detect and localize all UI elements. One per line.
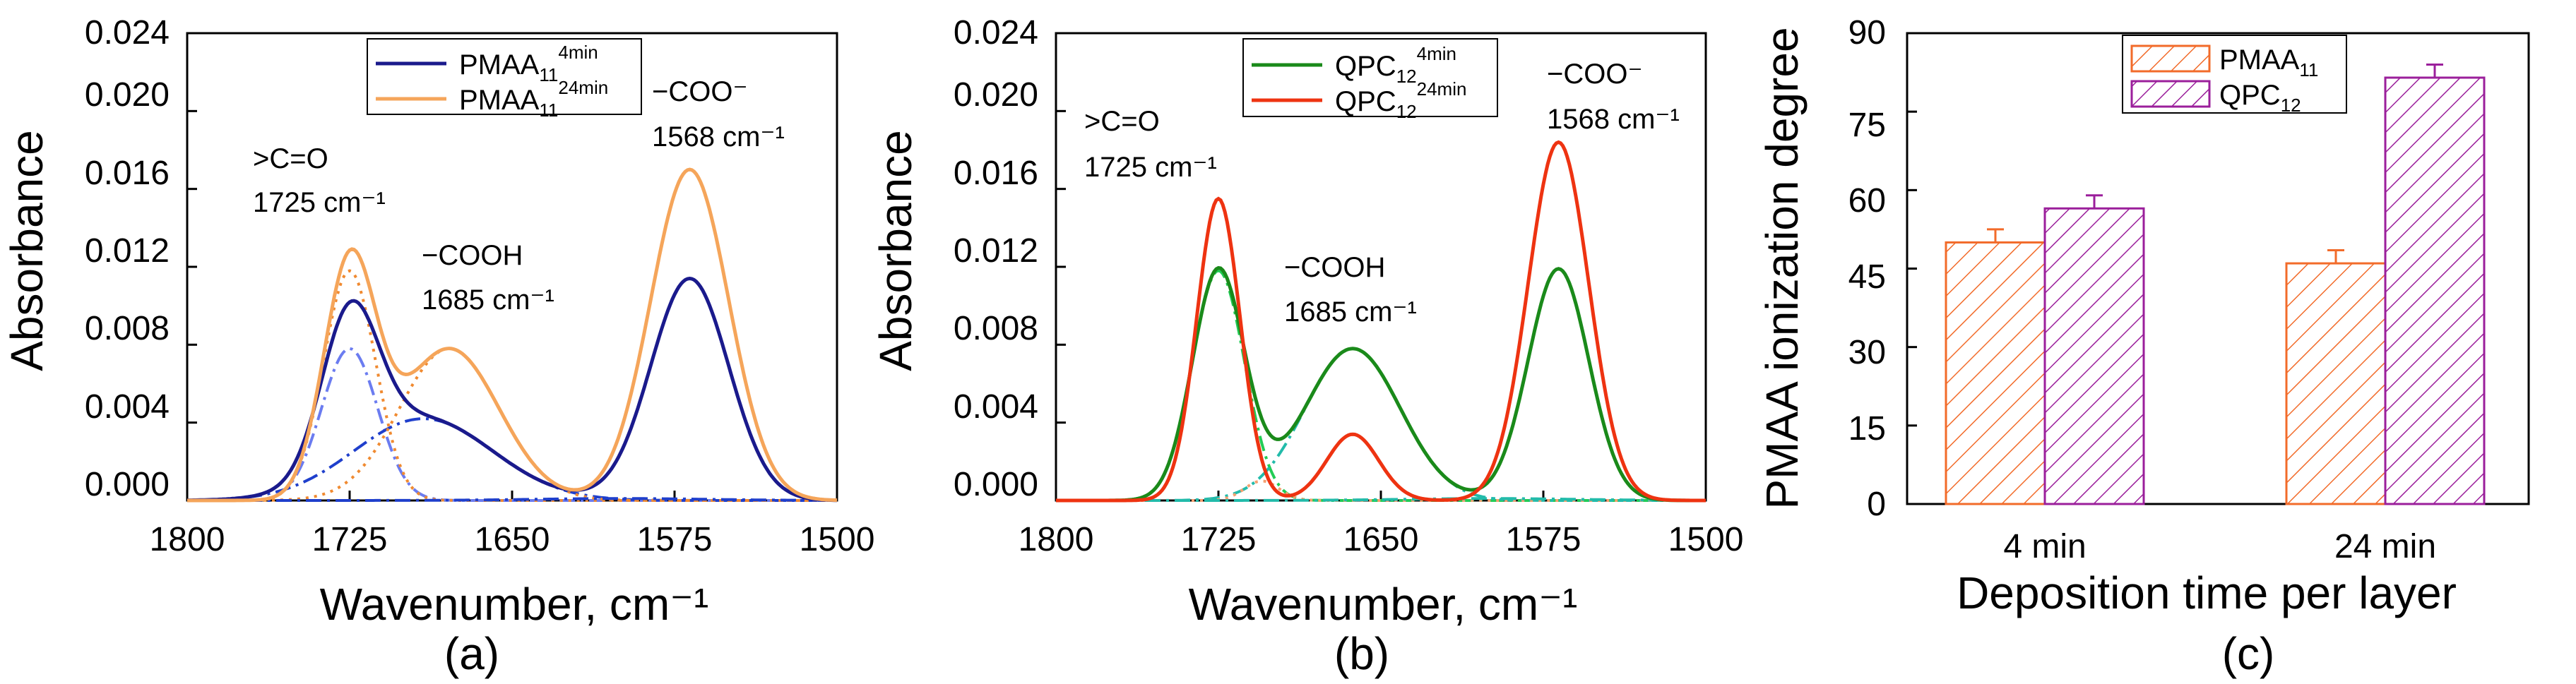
y-tick-label: 0.000	[954, 466, 1038, 503]
x-axis-label: Wavenumber, cm⁻¹	[1189, 579, 1578, 630]
legend-label: PMAA114min	[459, 42, 598, 85]
bar	[2043, 207, 2145, 505]
y-tick-label: 0.008	[954, 310, 1038, 347]
panel-a: Absorbance Wavenumber, cm⁻¹ (a) 0.000 0.…	[1, 14, 874, 679]
y-axis-label: PMAA ionization degree	[1757, 27, 1808, 509]
y-tick-label: 0.020	[954, 76, 1038, 114]
x-tick-label: 1575	[1506, 521, 1581, 558]
plot-area	[186, 32, 838, 503]
x-tick-labels: 4 min 24 min	[2003, 528, 2436, 565]
bar	[2384, 76, 2486, 505]
y-tick-label: 0.024	[954, 14, 1038, 52]
series-line	[1056, 265, 1706, 503]
series-line	[187, 276, 837, 503]
y-tick-label: 0.016	[954, 155, 1038, 192]
y-tick-labels: 0.000 0.004 0.008 0.012 0.016 0.020 0.02…	[954, 14, 1038, 503]
legend-label: QPC12	[2219, 80, 2301, 116]
legend-label: QPC1224min	[1335, 78, 1466, 122]
x-axis-label: Deposition time per layer	[1957, 568, 2457, 618]
legend-label: PMAA1124min	[459, 77, 608, 121]
annotation-coo: −COO⁻	[1547, 59, 1643, 90]
legend-swatch	[2130, 80, 2211, 108]
annotations: >C=O 1725 cm⁻¹ −COOH 1685 cm⁻¹ −COO⁻ 156…	[1084, 59, 1680, 328]
x-tick-label: 1650	[1343, 521, 1419, 558]
series-line	[187, 167, 838, 503]
legend: PMAA114min PMAA1124min	[367, 38, 642, 121]
panel-c: PMAA ionization degree Deposition time p…	[1757, 14, 2530, 679]
y-tick-label: 0.012	[85, 232, 170, 270]
x-tick-label: 1500	[1668, 521, 1744, 558]
annotation-cooh: −COOH	[1284, 252, 1385, 283]
component-curve	[1056, 497, 1706, 502]
annotation-cooh: −COOH	[422, 240, 523, 271]
component-curve	[187, 347, 837, 502]
annotation-cooh-wavenumber: 1685 cm⁻¹	[1284, 296, 1417, 328]
bar	[1945, 241, 2046, 505]
annotation-co-wavenumber: 1725 cm⁻¹	[253, 187, 386, 218]
panel-label: (c)	[2222, 628, 2275, 679]
bar	[2285, 262, 2387, 505]
panel-label: (a)	[444, 628, 499, 679]
x-axis-label: Wavenumber, cm⁻¹	[320, 579, 709, 630]
annotation-coo: −COO⁻	[652, 76, 748, 107]
annotation-co: >C=O	[1084, 106, 1160, 137]
y-tick-labels: 0.000 0.004 0.008 0.012 0.016 0.020 0.02…	[85, 14, 170, 503]
y-tick-labels: 0 15 30 45 60 75 90	[1848, 14, 1886, 523]
y-tick-label: 0.012	[954, 232, 1038, 270]
x-tick-label: 1650	[475, 521, 550, 558]
x-tick-label: 24 min	[2334, 528, 2436, 565]
y-tick-label: 0.020	[85, 76, 170, 114]
y-tick-label: 90	[1848, 14, 1886, 52]
annotation-co-wavenumber: 1725 cm⁻¹	[1084, 152, 1217, 183]
y-tick-label: 0.000	[85, 466, 170, 503]
y-tick-label: 60	[1848, 182, 1886, 220]
x-tick-label: 4 min	[2003, 528, 2086, 565]
y-axis-label: Absorbance	[1, 130, 52, 371]
x-tick-labels: 1800 1725 1650 1575 1500	[150, 521, 875, 558]
annotation-co: >C=O	[253, 143, 328, 174]
plot-area	[1906, 32, 2530, 505]
y-tick-label: 30	[1848, 334, 1886, 371]
y-tick-label: 0.008	[85, 310, 170, 347]
y-tick-label: 75	[1848, 107, 1886, 144]
legend: PMAA11 QPC12	[2122, 35, 2347, 116]
x-tick-label: 1575	[637, 521, 713, 558]
y-tick-label: 0.016	[85, 155, 170, 192]
component-curve	[187, 497, 837, 502]
series-line	[1056, 140, 1706, 503]
legend-label: PMAA11	[2219, 44, 2318, 80]
panel-label: (b)	[1334, 628, 1389, 679]
annotation-coo-wavenumber: 1568 cm⁻¹	[1547, 104, 1680, 135]
y-tick-label: 0.024	[85, 14, 170, 52]
x-tick-label: 1500	[800, 521, 875, 558]
legend: QPC124min QPC1224min	[1242, 38, 1498, 122]
x-tick-label: 1725	[312, 521, 388, 558]
y-tick-label: 45	[1848, 258, 1886, 296]
x-tick-labels: 1800 1725 1650 1575 1500	[1019, 521, 1744, 558]
plot-area	[1055, 32, 1707, 503]
annotations: >C=O 1725 cm⁻¹ −COOH 1685 cm⁻¹ −COO⁻ 156…	[253, 76, 785, 316]
x-tick-label: 1800	[150, 521, 225, 558]
y-tick-label: 15	[1848, 410, 1886, 448]
y-tick-label: 0	[1867, 486, 1886, 523]
annotation-coo-wavenumber: 1568 cm⁻¹	[652, 121, 785, 152]
y-tick-label: 0.004	[85, 388, 170, 426]
legend-label: QPC124min	[1335, 43, 1456, 87]
y-tick-label: 0.004	[954, 388, 1038, 426]
legend-swatch	[2130, 44, 2211, 73]
annotation-cooh-wavenumber: 1685 cm⁻¹	[422, 284, 554, 316]
panel-b: Absorbance Wavenumber, cm⁻¹ (b) 0.000 0.…	[870, 14, 1743, 679]
x-tick-label: 1800	[1019, 521, 1094, 558]
y-axis-label: Absorbance	[870, 130, 921, 371]
x-tick-label: 1725	[1181, 521, 1257, 558]
